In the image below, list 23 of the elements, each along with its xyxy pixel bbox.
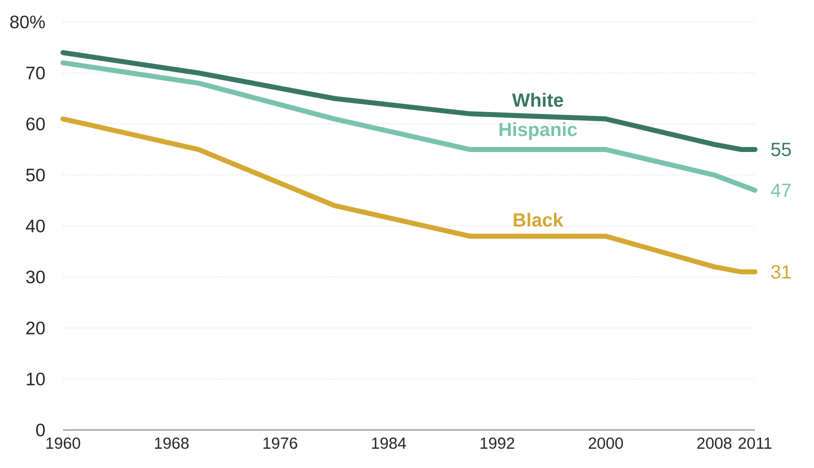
x-tick-label: 1976 [264, 438, 298, 449]
y-tick-label: 0 [36, 424, 45, 436]
x-tick-label: 1984 [372, 438, 406, 449]
series-label: White [512, 92, 564, 107]
series-label: Black [514, 212, 564, 227]
y-tick-label: 20 [26, 322, 45, 334]
y-tick-label: 50 [26, 168, 45, 182]
y-tick-label: 10 [26, 372, 45, 386]
x-tick-label: 2000 [588, 438, 623, 449]
y-tick-label: 40 [26, 220, 45, 232]
x-tick-label: 1960 [46, 438, 80, 449]
y-tick-label: 30 [26, 270, 45, 284]
y-tick-label: 60 [26, 118, 45, 130]
x-tick-label: 1992 [480, 438, 514, 449]
series-label: Hispanic [500, 122, 577, 140]
x-tick-label: 2011 [738, 438, 772, 449]
x-tick-label: 1968 [154, 438, 189, 449]
data-label: 31 [771, 265, 791, 279]
data-label: 47 [770, 184, 791, 197]
data-label: 55 [771, 142, 791, 156]
x-tick-label: 2008 [697, 438, 732, 449]
y-tick-label: 80% [10, 16, 45, 28]
y-tick-label: 70 [26, 66, 45, 80]
